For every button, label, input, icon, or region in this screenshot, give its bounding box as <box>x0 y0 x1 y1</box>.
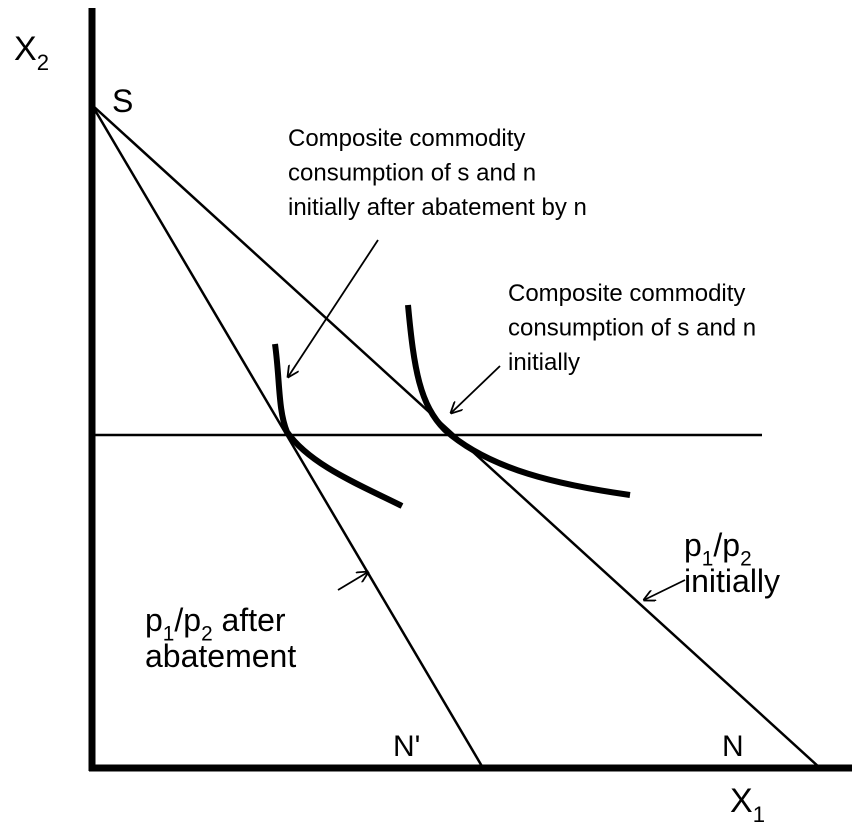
y-axis-label: X2 <box>14 30 49 75</box>
subscript: 2 <box>740 548 752 571</box>
text-run: X <box>14 30 37 68</box>
subscript: 2 <box>37 50 49 75</box>
text-run: p <box>684 527 702 563</box>
text-run: X <box>730 782 753 820</box>
point-label: N' <box>393 730 420 763</box>
price-label: abatement <box>145 638 296 674</box>
text-run: abatement <box>145 638 296 674</box>
annotation: consumption of s and n <box>288 160 536 187</box>
arrow <box>288 239 379 377</box>
point-label: S <box>112 83 133 119</box>
indifference-curve-after <box>272 343 404 509</box>
price-label: initially <box>684 563 780 599</box>
subscript: 1 <box>753 802 765 827</box>
arrow <box>451 365 501 413</box>
indifference-curve-initial <box>405 304 631 498</box>
text-run: after <box>213 602 286 638</box>
point-label: N <box>722 730 744 763</box>
price-label: p1/p2 <box>684 527 752 571</box>
price-label: p1/p2 after <box>145 602 286 646</box>
arrow <box>337 572 368 591</box>
text-run: initially <box>684 563 780 599</box>
subscript: 2 <box>201 623 213 646</box>
annotation: Composite commodity <box>508 280 745 307</box>
subscript: 1 <box>702 548 714 571</box>
annotation: initially <box>508 349 580 376</box>
text-run: /p <box>713 527 740 563</box>
annotation: Composite commodity <box>288 125 525 152</box>
subscript: 1 <box>163 623 175 646</box>
x-axis-label: X1 <box>730 782 765 827</box>
arrow <box>644 579 686 600</box>
text-run: p <box>145 602 163 638</box>
annotation: initially after abatement by n <box>288 194 587 221</box>
annotation: consumption of s and n <box>508 315 756 342</box>
text-run: /p <box>174 602 201 638</box>
